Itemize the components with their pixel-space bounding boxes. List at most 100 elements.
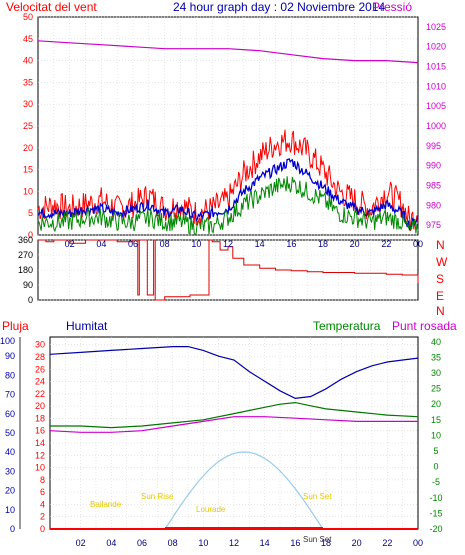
wind-y-tick-label: 35: [23, 77, 33, 87]
pressure-y-tick-label: 990: [426, 161, 441, 171]
humidity-y-tick-label: 70: [5, 390, 15, 400]
wind-y-tick-label: 15: [23, 165, 33, 175]
thermo-x-tick-label: 04: [106, 538, 116, 548]
temperature-y-tick-label: 30: [431, 368, 441, 378]
wind-x-tick-label: 16: [286, 239, 296, 249]
sun-label-sunset-lower: Sun Set: [303, 535, 332, 544]
humidity-label: Humitat: [66, 319, 108, 333]
rain-y-tick-label: 2: [40, 512, 45, 522]
pressure-y-tick-label: 975: [426, 220, 441, 230]
wind-y-tick-label: 25: [23, 121, 33, 131]
thermo-x-tick-label: 16: [290, 538, 300, 548]
pressure-line: [37, 40, 419, 64]
direction-label-w: W: [436, 255, 448, 269]
humidity-y-tick-label: 60: [5, 409, 15, 419]
wind-speed-label: Velocitat del vent: [6, 0, 97, 14]
thermo-x-tick-label: 06: [137, 538, 147, 548]
humidity-y-tick-label: 50: [5, 428, 15, 438]
wind-x-tick-label: 02: [65, 239, 75, 249]
rain-y-tick-label: 12: [35, 450, 45, 460]
temperature-y-tick-label: 15: [431, 415, 441, 425]
temperature-y-tick-label: -15: [429, 508, 442, 518]
direction-y-tick-label: 270: [18, 250, 33, 260]
wind-y-tick-label: 0: [28, 230, 33, 240]
temperature-y-tick-label: -5: [432, 477, 440, 487]
temperature-y-tick-label: 20: [431, 399, 441, 409]
dewpoint-label: Punt rosada: [392, 319, 457, 333]
rain-y-tick-label: 26: [35, 364, 45, 374]
pressure-y-tick-label: 985: [426, 180, 441, 190]
direction-y-tick-label: 180: [18, 265, 33, 275]
wind-y-tick-label: 5: [28, 208, 33, 218]
temperature-y-tick-label: 40: [431, 337, 441, 347]
temperature-line: [50, 401, 419, 429]
wind-y-tick-label: 30: [23, 99, 33, 109]
wind-direction-line: [38, 239, 419, 301]
thermo-x-tick-label: 02: [76, 538, 86, 548]
humidity-y-tick-label: 20: [5, 486, 15, 496]
thermo-x-tick-label: 00: [413, 538, 423, 548]
humidity-y-tick-label: 0: [10, 524, 15, 534]
rain-y-tick-label: 18: [35, 413, 45, 423]
rain-label: Pluja: [2, 319, 29, 333]
wind-x-tick-label: 18: [318, 239, 328, 249]
thermo-x-tick-label: 10: [198, 538, 208, 548]
wind-y-tick-label: 40: [23, 56, 33, 66]
wind-average-line: [37, 157, 419, 231]
rain-y-tick-label: 30: [35, 340, 45, 350]
chart-title: 24 hour graph day : 02 Noviembre 2014: [173, 0, 385, 14]
temperature-y-tick-label: -20: [429, 524, 442, 534]
direction-label-s: S: [436, 272, 444, 286]
rain-y-tick-label: 6: [40, 487, 45, 497]
direction-label-n1: N: [436, 238, 445, 252]
rain-y-tick-label: 16: [35, 426, 45, 436]
pressure-y-tick-label: 980: [426, 200, 441, 210]
rain-y-tick-label: 22: [35, 389, 45, 399]
wind-x-tick-label: 22: [381, 239, 391, 249]
rain-y-tick-label: 28: [35, 352, 45, 362]
thermo-x-tick-label: 18: [321, 538, 331, 548]
temperature-y-tick-label: 25: [431, 384, 441, 394]
direction-y-tick-label: 90: [23, 280, 33, 290]
sun-label-daylight: Lourade: [196, 505, 226, 514]
direction-label-e: E: [436, 289, 444, 303]
humidity-y-tick-label: 40: [5, 447, 15, 457]
wind-x-tick-label: 08: [160, 239, 170, 249]
rain-y-tick-label: 0: [40, 524, 45, 534]
wind-x-tick-label: 20: [350, 239, 360, 249]
sun-arc: [164, 451, 324, 530]
dewpoint-line: [49, 416, 418, 433]
sun-label-twilight-am: Bailande: [90, 500, 122, 509]
wind-y-tick-label: 45: [23, 34, 33, 44]
wind-x-tick-label: 12: [223, 239, 233, 249]
temperature-y-tick-label: 10: [431, 430, 441, 440]
pressure-y-tick-label: 1025: [426, 22, 446, 32]
humidity-line: [49, 346, 419, 400]
sun-label-sunrise: Sun Rise: [141, 492, 174, 501]
thermo-x-tick-label: 22: [382, 538, 392, 548]
thermo-x-tick-label: 12: [229, 538, 239, 548]
humidity-y-tick-label: 90: [5, 351, 15, 361]
temperature-label: Temperatura: [313, 319, 381, 333]
rain-y-tick-label: 8: [40, 475, 45, 485]
temperature-y-tick-label: -10: [429, 493, 442, 503]
wind-speed-line: [37, 129, 419, 232]
temperature-y-tick-label: 35: [431, 352, 441, 362]
sun-label-sunset: Sun Set: [303, 492, 332, 501]
wind-x-tick-label: 14: [255, 239, 265, 249]
humidity-y-tick-label: 100: [0, 336, 15, 346]
rain-y-tick-label: 24: [35, 377, 45, 387]
wind-x-tick-label: 06: [128, 239, 138, 249]
thermo-x-tick-label: 08: [168, 538, 178, 548]
direction-y-tick-label: 0: [28, 295, 33, 305]
pressure-y-tick-label: 1000: [426, 121, 446, 131]
pressure-y-tick-label: 1010: [426, 81, 446, 91]
wind-x-tick-label: 04: [96, 239, 106, 249]
wind-min-line: [37, 176, 419, 237]
rain-y-tick-label: 4: [40, 499, 45, 509]
thermo-x-tick-label: 14: [260, 538, 270, 548]
temperature-y-tick-label: 0: [433, 462, 438, 472]
humidity-y-tick-label: 30: [5, 466, 15, 476]
pressure-y-tick-label: 1005: [426, 101, 446, 111]
